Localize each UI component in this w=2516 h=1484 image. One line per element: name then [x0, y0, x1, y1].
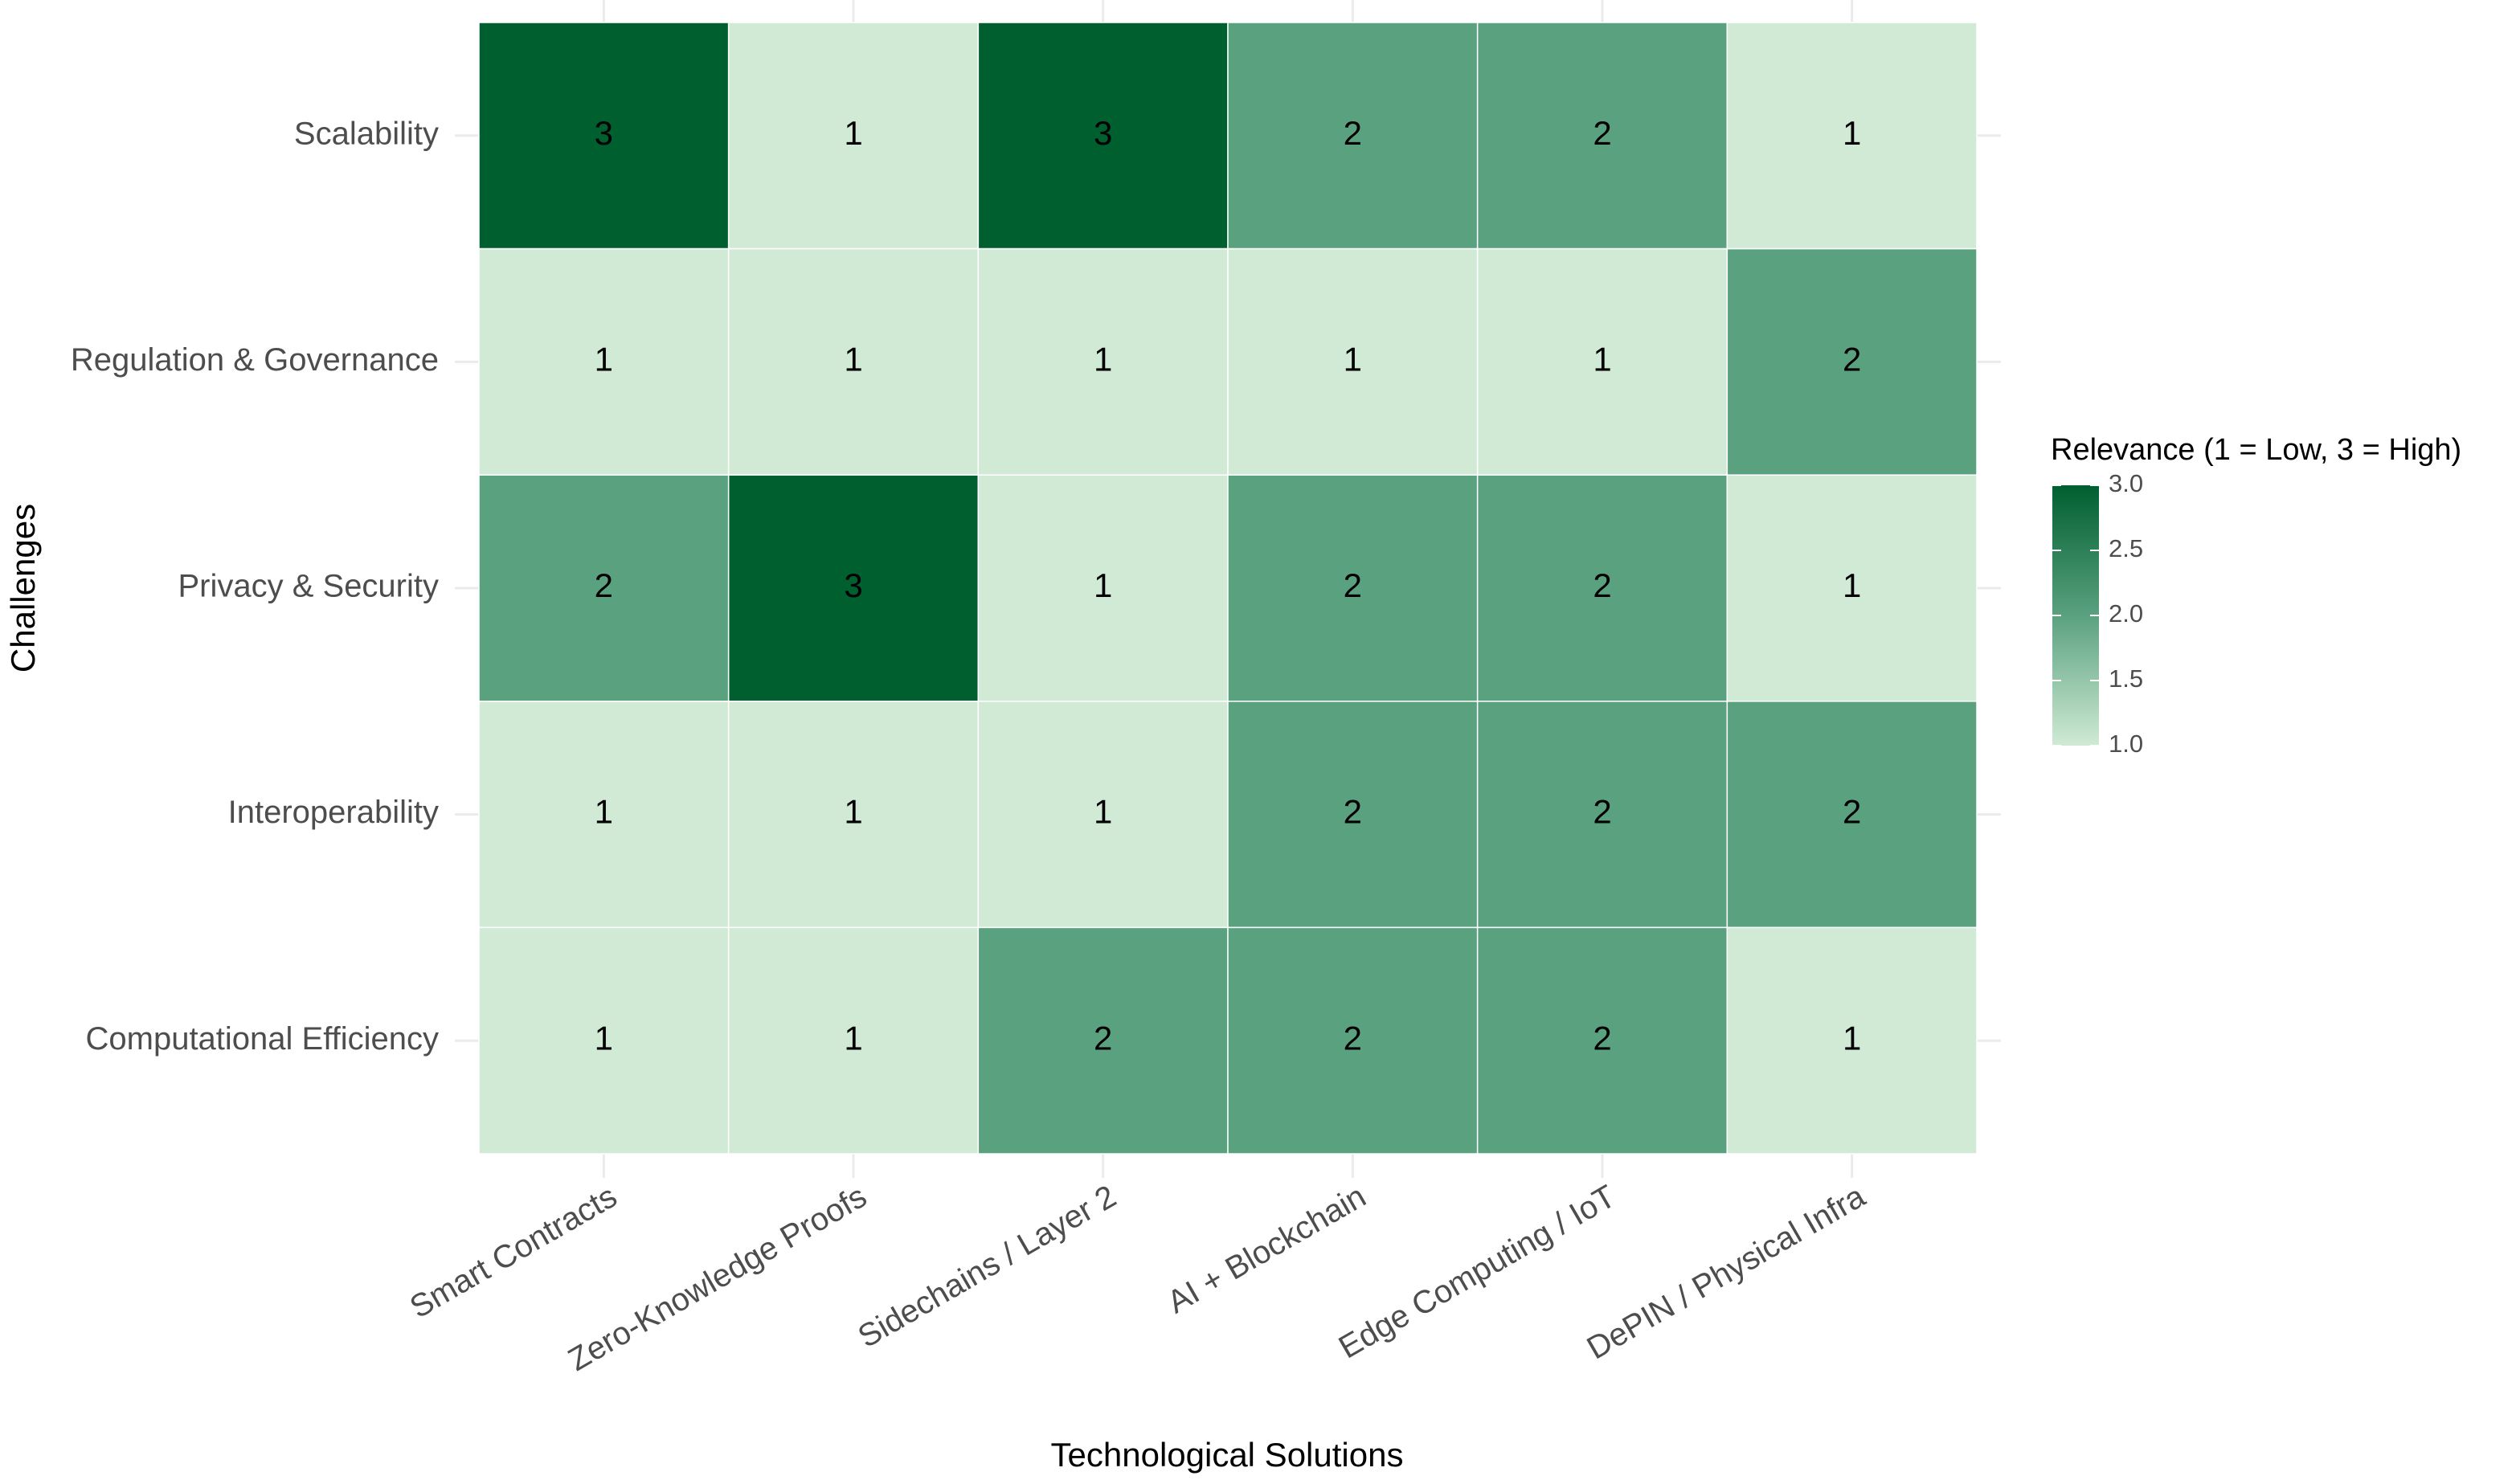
- cell-label: 1: [1094, 566, 1112, 604]
- y-tick-label: Privacy & Security: [178, 569, 439, 604]
- cell-label: 2: [1843, 793, 1861, 831]
- cell-label: 2: [1843, 340, 1861, 378]
- heatmap-cell: [478, 474, 730, 702]
- heatmap-cell: [478, 22, 730, 250]
- colorbar-tick-label: 2.0: [2109, 599, 2143, 628]
- heatmap-cell: [1476, 474, 1728, 702]
- cell-label: 2: [1344, 793, 1362, 831]
- cell-label: 2: [1593, 114, 1611, 152]
- colorbar-tick-label: 3.0: [2109, 469, 2143, 497]
- cell-label: 2: [1344, 566, 1362, 604]
- colorbar-tick-label: 1.0: [2109, 730, 2143, 758]
- cell-label: 2: [1593, 566, 1611, 604]
- heatmap-cell: [478, 926, 730, 1155]
- cell-label: 1: [844, 114, 862, 152]
- heatmap-cell: [1227, 926, 1479, 1155]
- heatmap-cell: [977, 701, 1229, 929]
- heatmap-cell: [1227, 22, 1479, 250]
- cell-label: 2: [595, 566, 613, 604]
- heatmap-cell: [1476, 926, 1728, 1155]
- heatmap-cell: [1726, 474, 1978, 702]
- heatmap-cell: [478, 247, 730, 476]
- cell-label: 1: [595, 793, 613, 831]
- cell-label: 2: [1344, 1019, 1362, 1057]
- cell-label: 1: [844, 793, 862, 831]
- x-tick-label: DePIN / Physical Infra: [1581, 1178, 1872, 1366]
- heatmap-cell: [727, 22, 980, 250]
- heatmap-cell: [1227, 474, 1479, 702]
- x-axis-title: Technological Solutions: [1051, 1436, 1404, 1474]
- cell-label: 3: [1094, 114, 1112, 152]
- cell-label: 2: [1344, 114, 1362, 152]
- cell-label: 1: [1094, 340, 1112, 378]
- x-tick-label: Sidechains / Layer 2: [853, 1179, 1123, 1355]
- cell-label: 3: [844, 566, 862, 604]
- cell-label: 1: [1843, 566, 1861, 604]
- y-tick-label: Regulation & Governance: [71, 342, 439, 378]
- heatmap-cell: [1476, 247, 1728, 476]
- heatmap-cell: [1726, 22, 1978, 250]
- legend-title: Relevance (1 = Low, 3 = High): [2051, 433, 2461, 467]
- cell-label: 1: [1843, 1019, 1861, 1057]
- cell-label: 1: [1094, 793, 1112, 831]
- heatmap-cell: [1227, 701, 1479, 929]
- cell-label: 1: [595, 340, 613, 378]
- heatmap-cell: [1476, 22, 1728, 250]
- heatmap-cell: [977, 247, 1229, 476]
- x-tick-label: Edge Computing / IoT: [1333, 1179, 1622, 1366]
- cell-label: 2: [1593, 793, 1611, 831]
- cell-label: 1: [1593, 340, 1611, 378]
- heatmap-cell: [1227, 247, 1479, 476]
- heatmap-cell: [1726, 701, 1978, 929]
- cell-label: 1: [844, 340, 862, 378]
- cell-label: 2: [1094, 1019, 1112, 1057]
- colorbar-tick-label: 1.5: [2109, 664, 2143, 693]
- heatmap-cell: [727, 926, 980, 1155]
- cell-label: 1: [1843, 114, 1861, 152]
- heatmap-cell: [1726, 926, 1978, 1155]
- heatmap-cell: [727, 701, 980, 929]
- cell-label: 1: [1344, 340, 1362, 378]
- cell-label: 1: [844, 1019, 862, 1057]
- y-tick-label: Computational Efficiency: [86, 1021, 440, 1057]
- x-tick-label: Smart Contracts: [404, 1179, 623, 1326]
- cell-label: 3: [595, 114, 613, 152]
- y-tick-label: Scalability: [294, 116, 439, 151]
- y-axis-title: Challenges: [4, 504, 42, 673]
- heatmap-cell: [478, 701, 730, 929]
- x-tick-label: AI + Blockchain: [1161, 1179, 1372, 1321]
- heatmap-cell: [977, 474, 1229, 702]
- heatmap-cell: [977, 22, 1229, 250]
- heatmap-cell: [727, 474, 980, 702]
- heatmap-cell: [1726, 247, 1978, 476]
- cell-label: 2: [1593, 1019, 1611, 1057]
- colorbar-tick-label: 2.5: [2109, 534, 2143, 562]
- y-tick-label: Interoperability: [228, 795, 439, 830]
- cell-label: 1: [595, 1019, 613, 1057]
- heatmap-cell: [1476, 701, 1728, 929]
- heatmap-cell: [977, 926, 1229, 1155]
- cells: 3 1 3 2 2 1 1 1 1 1 1 2 2 3 1 2 2 1 1 1 1 2 2 2 1 1 2 2 2 1: [478, 22, 1978, 1155]
